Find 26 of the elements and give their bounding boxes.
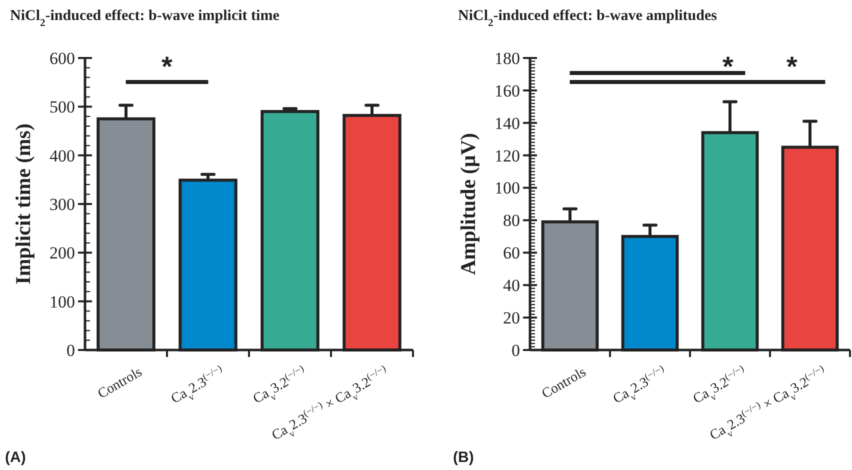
y-tick-label: 600 [50,48,75,68]
y-tick-label: 0 [512,340,520,360]
y-tick-label: 400 [50,146,75,166]
y-tick-label: 60 [503,244,520,263]
annotation: * [786,51,798,82]
text: (B) [453,449,474,466]
y-tick-label: 200 [50,244,75,263]
chart-title: NiCl$_{2}$-induced effect: b-wave implicit time [10,8,280,28]
chart-title: NiCl$_{2}$-induced effect: b-wave amplitudes [458,8,718,28]
text: (A) [5,449,26,466]
y-tick-label: 20 [503,308,520,328]
y-tick-label: 180 [494,48,520,68]
annotation: * [162,51,173,82]
y-tick-label: 100 [494,178,520,198]
y-tick-label: 160 [494,81,520,100]
y-tick-label: 100 [50,292,75,312]
y-tick-label: 300 [50,194,75,214]
y-tick-label: 120 [494,146,520,166]
y-tick-label: 0 [66,340,75,360]
y-tick-label: 80 [503,211,520,230]
y-tick-label: 40 [503,276,520,296]
annotation: * [722,51,734,82]
y-axis-title: Implicit time (ms) [11,124,35,284]
y-tick-label: 500 [50,98,75,117]
y-tick-label: 140 [494,114,520,133]
y-axis-title: Amplitude (μV) [456,133,480,275]
